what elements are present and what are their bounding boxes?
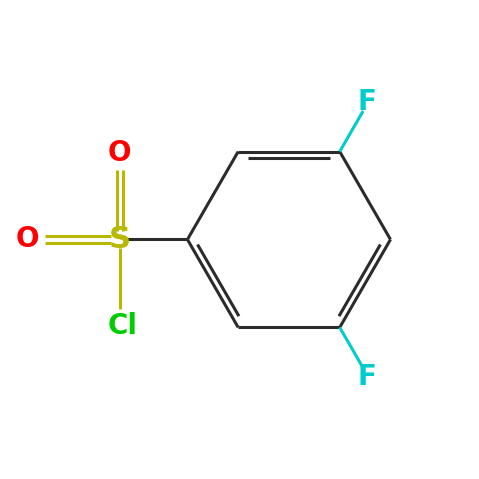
Text: Cl: Cl bbox=[107, 312, 137, 341]
Text: S: S bbox=[109, 225, 131, 254]
Text: O: O bbox=[108, 138, 132, 167]
Text: F: F bbox=[358, 88, 377, 115]
Text: F: F bbox=[358, 364, 377, 391]
Text: O: O bbox=[16, 226, 39, 253]
